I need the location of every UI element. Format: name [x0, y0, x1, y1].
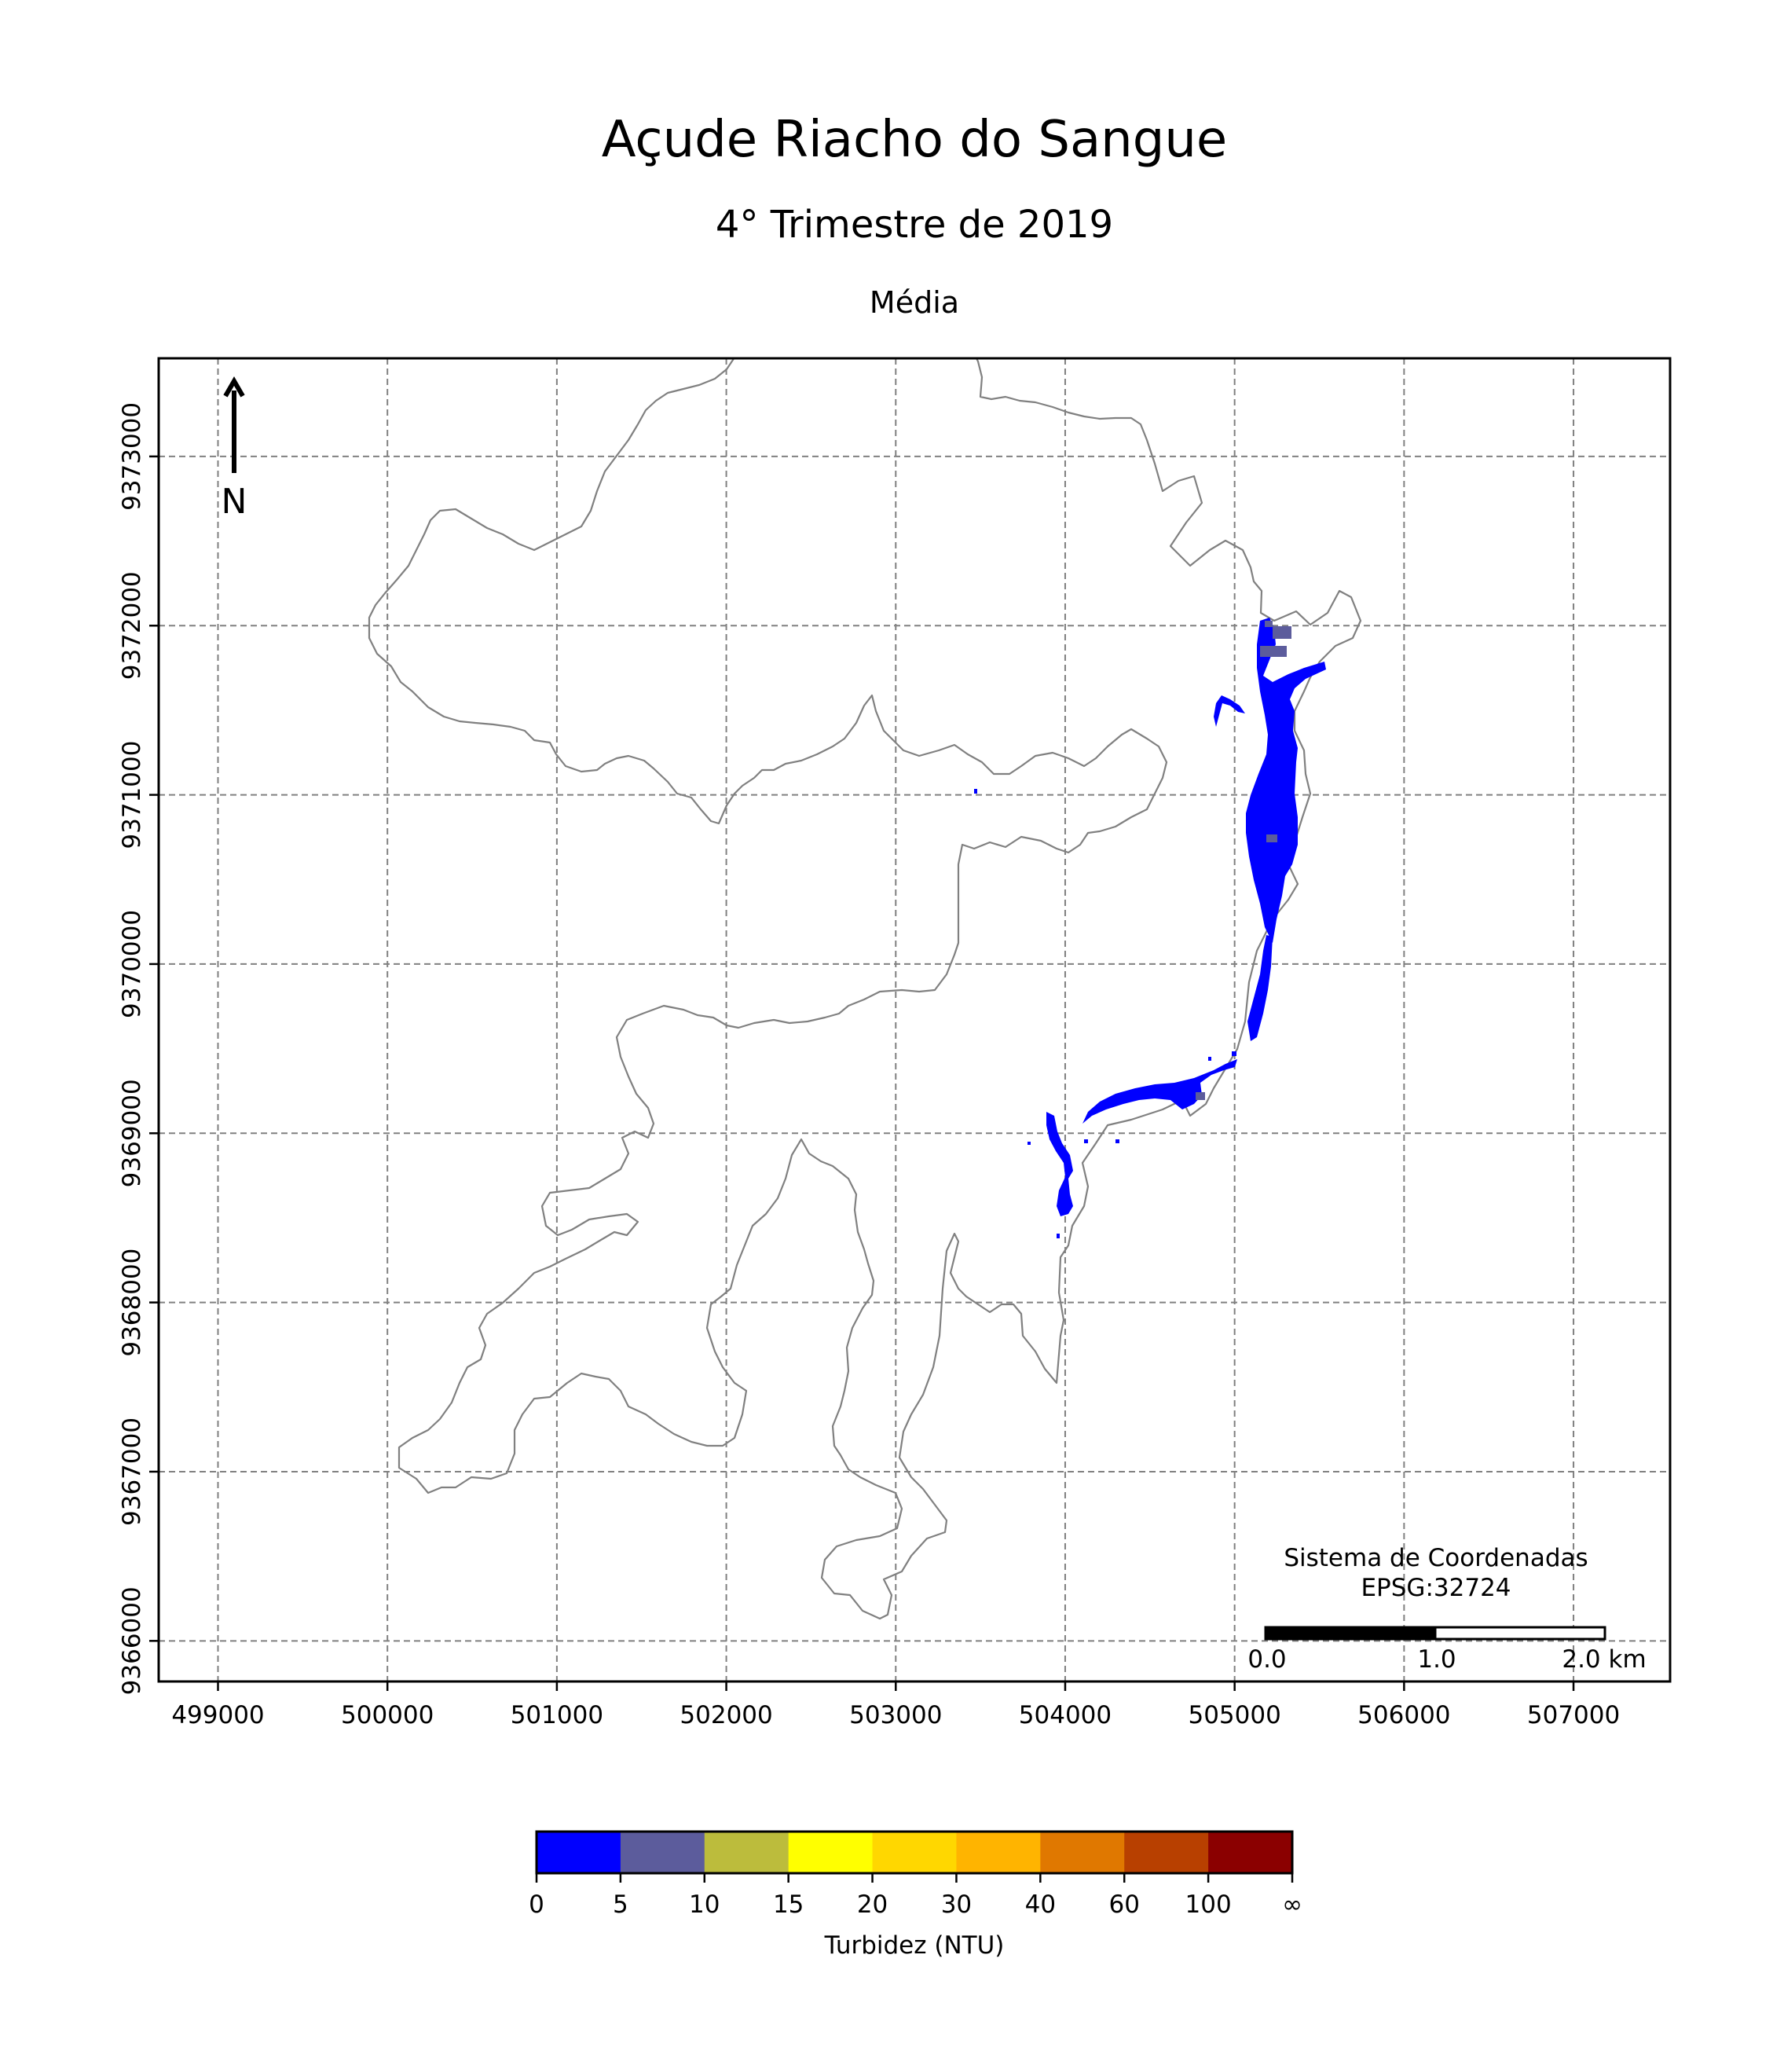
north-label: N	[222, 482, 247, 522]
colorbar-ticks: 0 5 10 15 20 30 40 60 100 ∞	[529, 1873, 1302, 1919]
y-tick-label: 9368000	[118, 1249, 146, 1357]
x-tick-label: 503000	[849, 1701, 942, 1729]
water-speck	[1115, 1139, 1119, 1143]
colorbar-swatch	[872, 1832, 957, 1873]
colorbar-tick-label: 10	[689, 1890, 720, 1919]
colorbar: 0 5 10 15 20 30 40 60 100 ∞ Turbidez (NTU)	[529, 1830, 1302, 1960]
x-tick-label: 502000	[680, 1701, 772, 1729]
panel-title: Média	[870, 285, 959, 320]
turbidity-class2-patch	[1273, 626, 1291, 639]
water-arm-south	[1046, 1112, 1073, 1216]
colorbar-tick-label: 15	[773, 1890, 804, 1919]
water-main-body	[1246, 618, 1326, 943]
turbidity-class2-patch	[1196, 1092, 1205, 1100]
gridlines	[159, 358, 1670, 1681]
turbidity-class2-patch	[1266, 834, 1277, 842]
water-speck	[1057, 1234, 1060, 1238]
colorbar-swatch	[788, 1832, 874, 1873]
turbidity-raster	[974, 618, 1326, 1238]
water-arm-west	[1082, 1059, 1237, 1124]
colorbar-tick-label: 40	[1025, 1890, 1056, 1919]
y-tick-label: 9372000	[118, 571, 146, 680]
map-title: Açude Riacho do Sangue	[602, 111, 1228, 169]
colorbar-tick-label: 20	[857, 1890, 888, 1919]
crs-label-line1: Sistema de Coordenadas	[1284, 1544, 1588, 1572]
scale-bar-label-2: 2.0 km	[1562, 1645, 1646, 1674]
y-tick-label: 9371000	[118, 741, 146, 849]
x-tick-label: 507000	[1527, 1701, 1620, 1729]
colorbar-swatch	[704, 1832, 789, 1873]
y-tick-label: 9366000	[118, 1586, 146, 1695]
y-tick-label: 9373000	[118, 402, 146, 511]
colorbar-swatch	[1124, 1832, 1209, 1873]
turbidity-class2-patch	[1260, 646, 1287, 657]
scale-bar-label-0: 0.0	[1247, 1645, 1286, 1674]
y-tick-label: 9367000	[118, 1417, 146, 1526]
colorbar-tick-label: 100	[1185, 1890, 1232, 1919]
x-tick-label: 506000	[1357, 1701, 1450, 1729]
water-channel-south	[1247, 935, 1273, 1041]
scale-bar-label-1: 1.0	[1417, 1645, 1456, 1674]
colorbar-frame	[535, 1830, 1294, 1875]
colorbar-label: Turbidez (NTU)	[824, 1931, 1005, 1960]
colorbar-swatches	[537, 1832, 1293, 1873]
crs-label-line2: EPSG:32724	[1361, 1574, 1511, 1602]
colorbar-swatch	[537, 1832, 621, 1873]
colorbar-swatch	[1208, 1832, 1293, 1873]
reservoir-outline	[368, 358, 1362, 1620]
colorbar-tick-label: 60	[1108, 1890, 1139, 1919]
north-arrow: N	[222, 376, 247, 522]
water-speck	[974, 789, 977, 794]
x-tick-label: 500000	[341, 1701, 434, 1729]
map-panel: N Sistema de Coordenadas EPSG:32724 0.0 …	[118, 357, 1672, 1729]
scale-bar-segment-black	[1264, 1626, 1437, 1641]
y-tick-label: 9369000	[118, 1079, 146, 1187]
x-tick-label: 504000	[1019, 1701, 1112, 1729]
map-subtitle: 4° Trimestre de 2019	[716, 203, 1113, 247]
scale-bar-segment-white	[1434, 1626, 1606, 1641]
water-speck	[1084, 1139, 1088, 1143]
map-frame	[157, 357, 1672, 1683]
water-speck	[1028, 1142, 1031, 1145]
x-tick-label: 501000	[511, 1701, 603, 1729]
colorbar-tick-label: 5	[613, 1890, 628, 1919]
colorbar-swatch	[956, 1832, 1041, 1873]
water-speck	[1208, 1057, 1211, 1061]
scale-bar: 0.0 1.0 2.0 km	[1247, 1626, 1647, 1674]
y-tick-label: 9370000	[118, 910, 146, 1018]
x-tick-label: 505000	[1188, 1701, 1280, 1729]
colorbar-tick-label: 30	[941, 1890, 972, 1919]
colorbar-swatch	[620, 1832, 705, 1873]
colorbar-swatch	[1040, 1832, 1125, 1873]
axis-ticks: 499000 500000 501000 502000 503000 504000 5050…	[118, 402, 1620, 1729]
colorbar-tick-label: ∞	[1282, 1890, 1302, 1919]
turbidity-class2-patch	[1265, 621, 1273, 627]
water-arm-northwest	[1214, 695, 1245, 727]
water-speck	[1232, 1051, 1236, 1056]
colorbar-tick-label: 0	[529, 1890, 544, 1919]
x-tick-label: 499000	[171, 1701, 264, 1729]
